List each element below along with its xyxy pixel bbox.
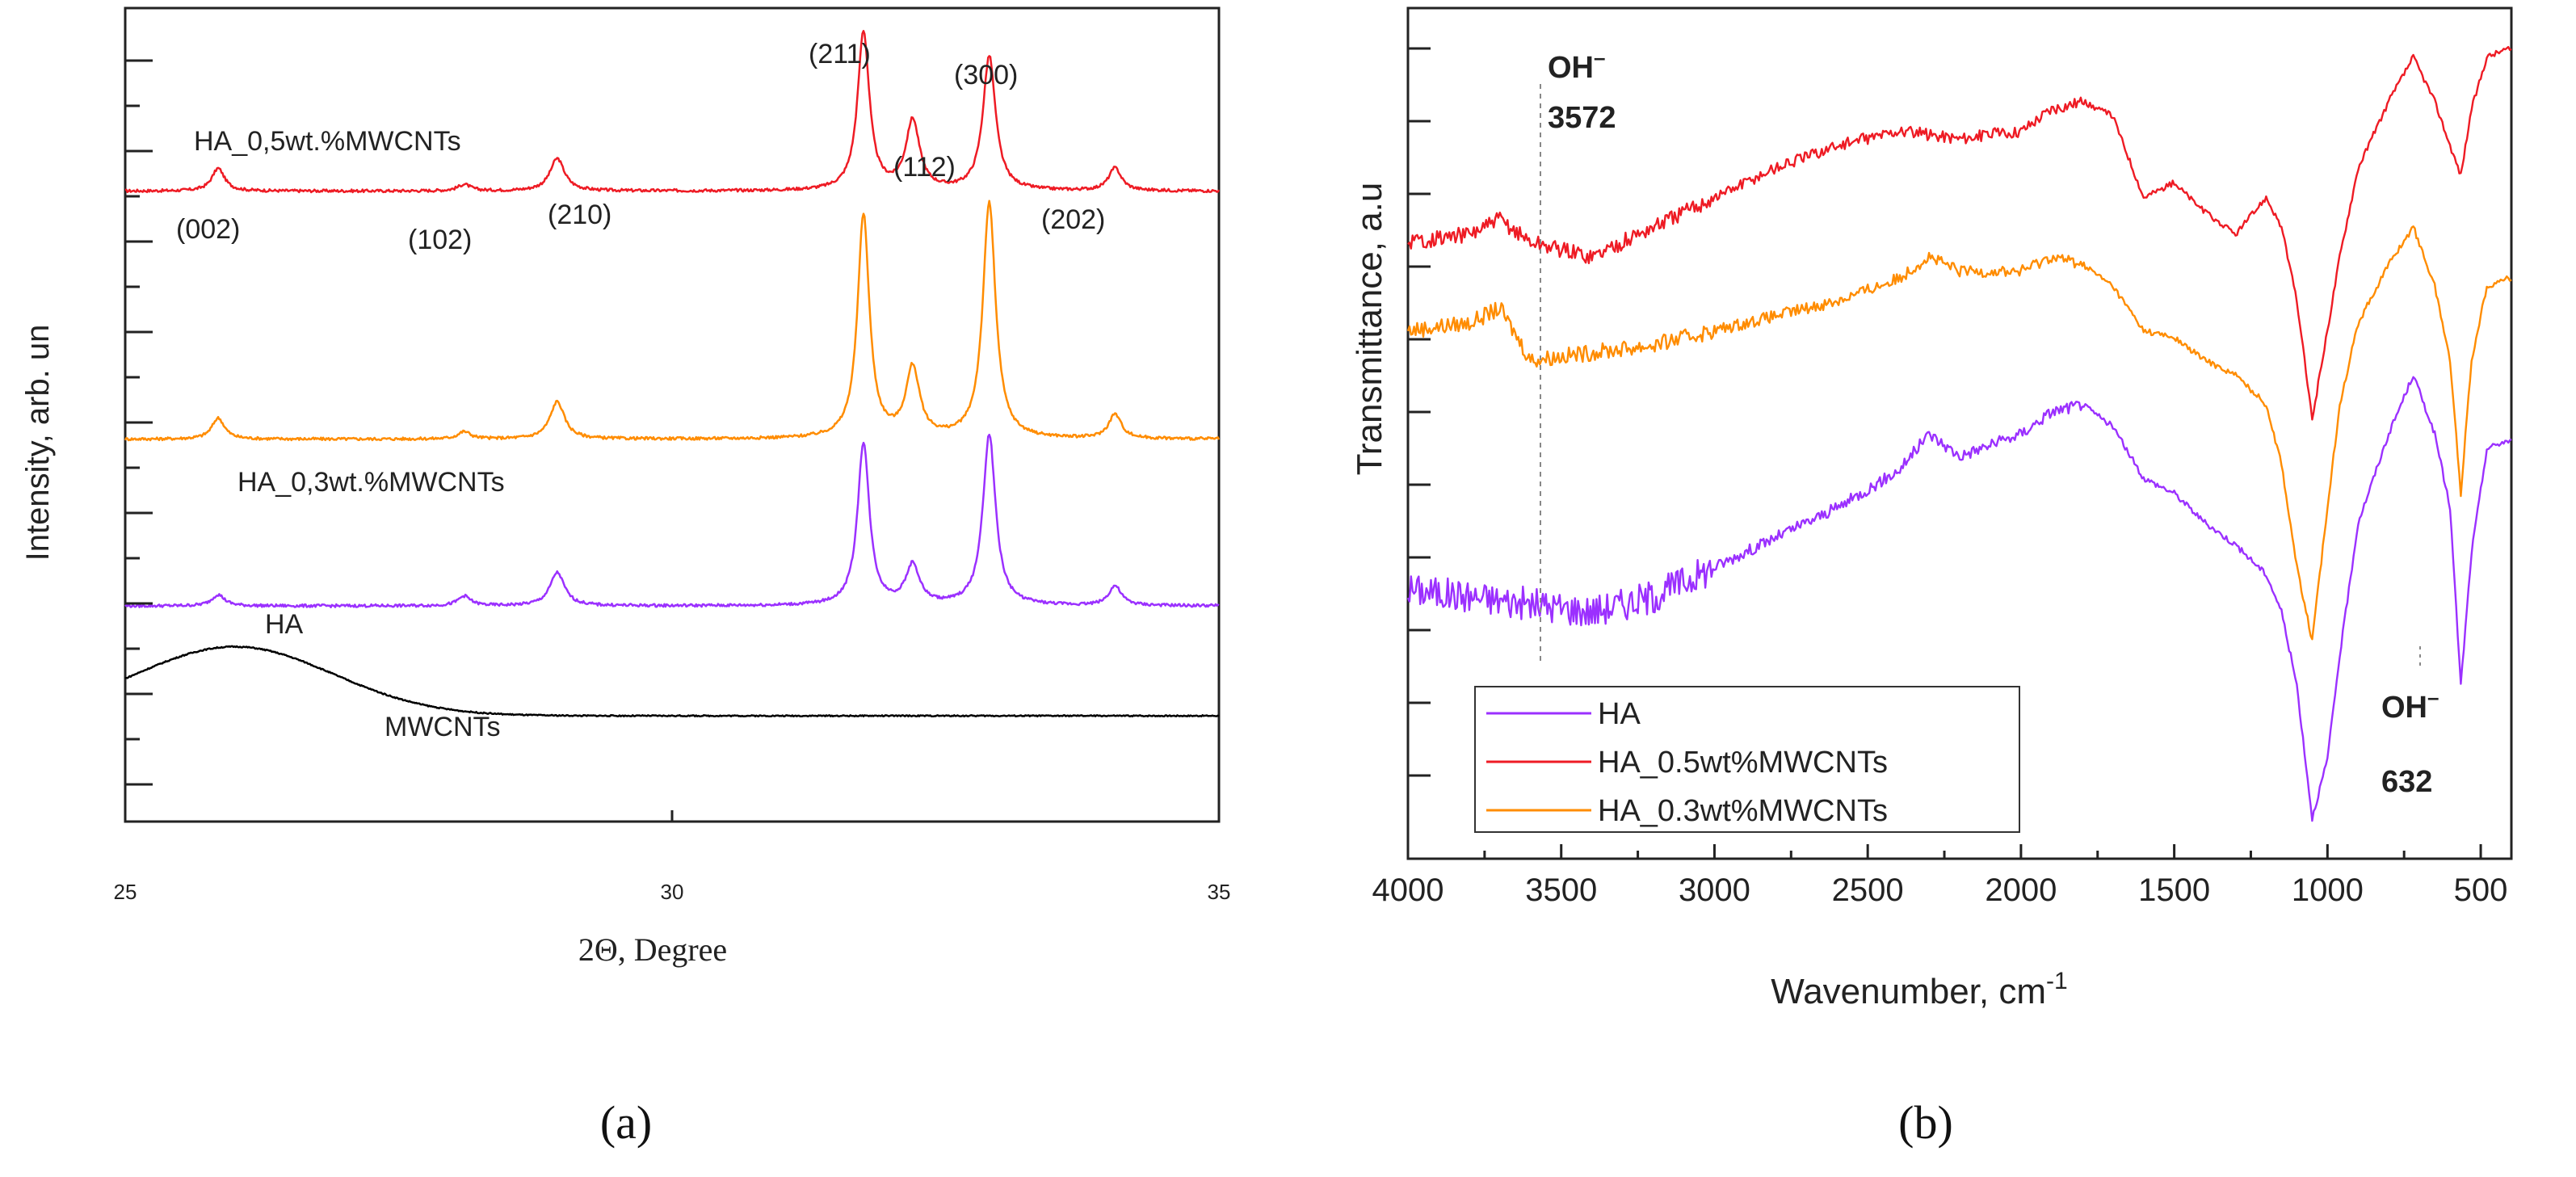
peak-label-202: (202) xyxy=(1041,204,1105,235)
x-tick-label-3500: 3500 xyxy=(1525,872,1597,908)
ftir-series-ha-0-5wt-mwcnts xyxy=(1407,45,2512,421)
y-axis-label: Transmittance, a.u xyxy=(1350,183,1389,476)
x-axis-label: 2Θ, Degree xyxy=(578,931,727,968)
ftir-frame xyxy=(1406,6,2513,860)
ftir-series-ha xyxy=(1406,376,2512,822)
xrd-series-mwcnts xyxy=(124,645,1220,718)
peak-label-210: (210) xyxy=(548,200,611,230)
panel-label-b: (b) xyxy=(1898,1096,1953,1149)
x-tick-label-2000: 2000 xyxy=(1985,872,2057,908)
peak-label-112: (112) xyxy=(893,152,956,183)
series-label-mwcnts: MWCNTs xyxy=(385,712,501,742)
xrd-series-ha xyxy=(124,433,1220,608)
legend-label-ha-03: HA_0.3wt%MWCNTs xyxy=(1598,794,1888,828)
oh-3572-label: OH– xyxy=(1548,45,1605,85)
ftir-series-ha-0-3wt-mwcnts xyxy=(1406,225,2512,641)
x-tick-label-25: 25 xyxy=(114,880,137,904)
oh-3572-value: 3572 xyxy=(1548,101,1616,135)
legend: HA HA_0.5wt%MWCNTs HA_0.3wt%MWCNTs xyxy=(1474,686,2020,833)
oh-632-value: 632 xyxy=(2381,765,2432,799)
xrd-series-ha-0-5wt-mwcnts xyxy=(124,30,1221,194)
legend-label-ha-05: HA_0.5wt%MWCNTs xyxy=(1598,746,1888,780)
y-axis-label: Intensity, arb. un xyxy=(20,325,56,561)
series-label-ha-05: HA_0,5wt.%MWCNTs xyxy=(194,126,461,157)
x-tick-label-1500: 1500 xyxy=(2138,872,2210,908)
xrd-chart: 25 30 35 HA_0,5wt.%MWCNTs HA_0,3wt.%MWCNTs… xyxy=(20,6,1231,968)
x-tick-label-3000: 3000 xyxy=(1679,872,1750,908)
xrd-series-ha-0-3wt-mwcnts xyxy=(124,200,1221,442)
series-label-ha: HA xyxy=(265,609,304,640)
legend-box xyxy=(1474,686,2020,833)
x-tick-label-500: 500 xyxy=(2454,872,2508,908)
peak-label-300: (300) xyxy=(954,60,1018,90)
peak-label-211: (211) xyxy=(809,39,871,69)
peak-label-002: (002) xyxy=(176,214,240,245)
x-axis-label: Wavenumber, cm-1 xyxy=(1771,968,2067,1011)
x-tick-label-2500: 2500 xyxy=(1832,872,1904,908)
x-tick-label-35: 35 xyxy=(1208,880,1231,904)
oh-632-label: OH– xyxy=(2381,685,2439,725)
legend-label-ha: HA xyxy=(1598,697,1641,731)
panel-label-a: (a) xyxy=(600,1096,652,1149)
x-tick-label-4000: 4000 xyxy=(1372,872,1444,908)
x-tick-label-30: 30 xyxy=(661,880,684,904)
ftir-chart: 4000 3500 3000 2500 2000 1500 1000 500 OH– 3572… xyxy=(1350,6,2513,1011)
x-tick-label-1000: 1000 xyxy=(2292,872,2364,908)
peak-label-102: (102) xyxy=(408,225,472,255)
series-label-ha-03: HA_0,3wt.%MWCNTs xyxy=(237,467,505,498)
